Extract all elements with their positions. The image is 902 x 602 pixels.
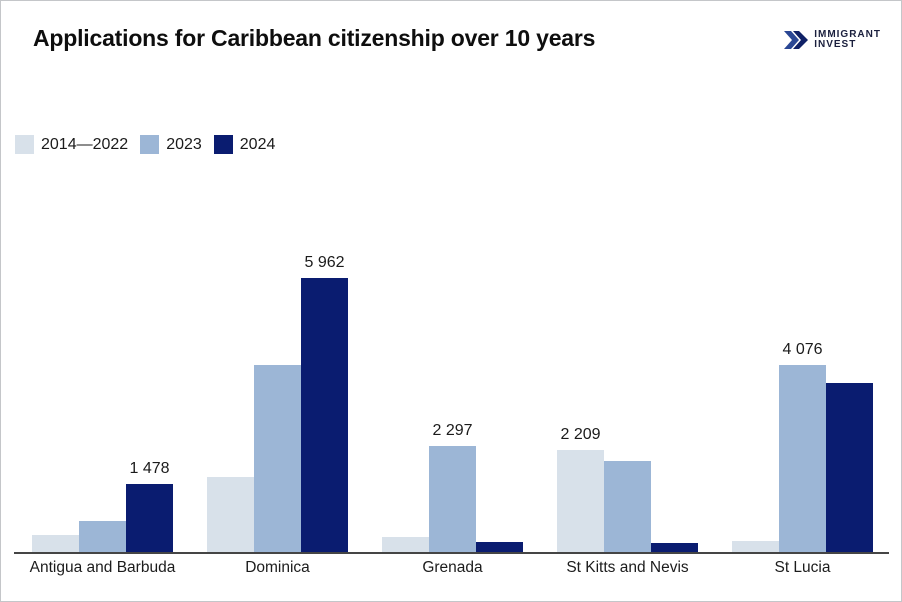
chart-legend: 2014—2022 2023 2024 [15, 135, 275, 154]
logo-line-2: INVEST [814, 39, 857, 50]
legend-item-2023: 2023 [140, 135, 202, 154]
immigrant-invest-logo: IMMIGRANT INVEST [784, 30, 881, 50]
category-label-st-lucia: St Lucia [774, 559, 831, 576]
bar-antigua-and-barbuda-2014-2022 [32, 535, 79, 552]
double-chevron-right-icon [784, 31, 809, 49]
bar-dominica-2014-2022 [207, 477, 254, 552]
value-label-grenada-2023: 2 297 [432, 422, 473, 439]
bar-dominica-2023 [254, 365, 301, 552]
bar-dominica-2024 [301, 278, 348, 552]
legend-swatch [15, 135, 34, 154]
legend-item-2024: 2024 [213, 135, 276, 154]
bar-grenada-2014-2022 [382, 537, 429, 552]
legend-label: 2014—2022 [41, 135, 129, 153]
bar-st-kitts-and-nevis-2024 [651, 543, 698, 552]
bar-st-lucia-2014-2022 [732, 541, 779, 552]
bar-grenada-2024 [476, 542, 523, 552]
bar-antigua-and-barbuda-2024 [126, 484, 173, 552]
legend-swatch [140, 135, 160, 154]
legend-label: 2024 [239, 135, 276, 153]
logo-wordmark: IMMIGRANT INVEST [814, 30, 881, 50]
logo-line-1: IMMIGRANT [814, 29, 881, 40]
bar-grenada-2023 [429, 446, 476, 552]
bar-st-kitts-and-nevis-2023 [604, 461, 651, 552]
bar-antigua-and-barbuda-2023 [79, 521, 126, 552]
category-label-grenada: Grenada [422, 559, 483, 576]
value-label-dominica-2024: 5 962 [304, 254, 345, 271]
x-axis-line [14, 552, 889, 554]
value-label-st-kitts-and-nevis-2014-2022: 2 209 [560, 426, 601, 443]
bar-st-kitts-and-nevis-2014-2022 [557, 450, 604, 552]
legend-label: 2023 [166, 135, 202, 153]
bar-st-lucia-2023 [779, 365, 826, 552]
legend-swatch [213, 135, 233, 154]
bar-st-lucia-2024 [826, 383, 873, 552]
legend-item-2014-2022: 2014—2022 [15, 135, 128, 154]
page-title: Applications for Caribbean citizenship o… [33, 25, 596, 51]
category-label-antigua-and-barbuda: Antigua and Barbuda [29, 559, 176, 576]
value-label-antigua-and-barbuda-2024: 1 478 [129, 460, 170, 477]
value-label-st-lucia-2023: 4 076 [782, 341, 823, 358]
category-label-st-kitts-and-nevis: St Kitts and Nevis [566, 559, 689, 576]
category-label-dominica: Dominica [245, 559, 310, 576]
